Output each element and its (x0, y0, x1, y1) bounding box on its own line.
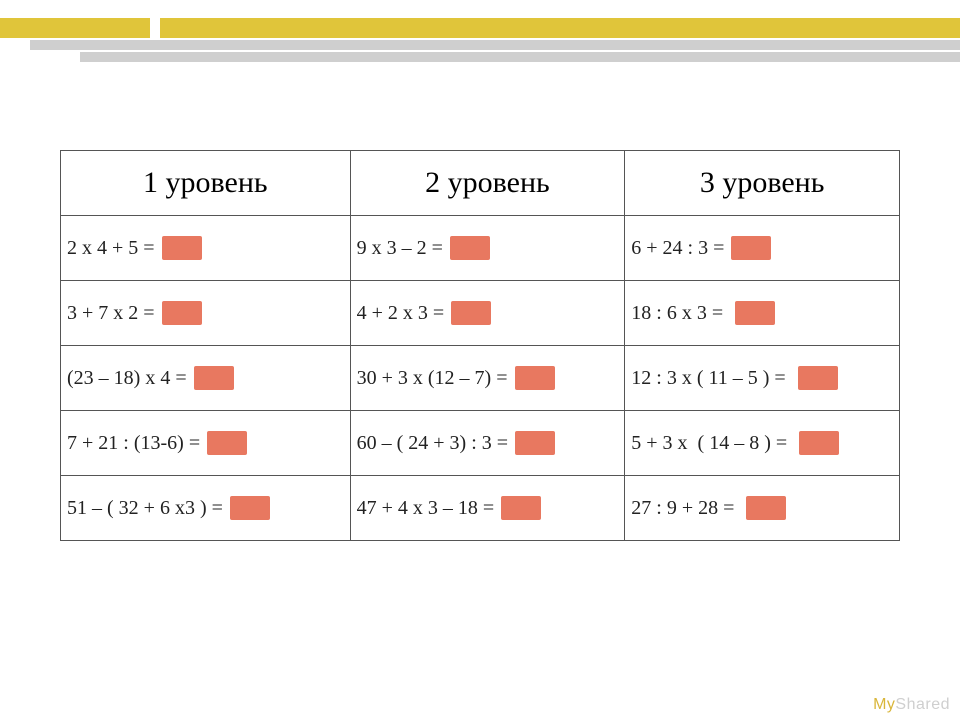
answer-cover (162, 301, 202, 325)
answer-cover (451, 301, 491, 325)
expression-text: 3 + 7 х 2 = (67, 302, 160, 325)
answer-cover (746, 496, 786, 520)
table-cell: 6 + 24 : 3 = (625, 216, 900, 281)
expression-text: (23 – 18) х 4 = (67, 367, 192, 390)
decor-gray-bar (80, 52, 960, 62)
table-cell: 2 х 4 + 5 = (61, 216, 351, 281)
answer-cover (230, 496, 270, 520)
expression-text: 51 – ( 32 + 6 х3 ) = (67, 497, 228, 520)
answer-cover (194, 366, 234, 390)
watermark: MyShared (873, 696, 950, 714)
watermark-rest: Shared (895, 696, 950, 713)
watermark-my: My (873, 696, 895, 713)
table-cell: 30 + 3 х (12 – 7) = (350, 346, 625, 411)
table-row: 2 х 4 + 5 = 9 х 3 – 2 = 6 + 24 : 3 = (61, 216, 900, 281)
answer-cover (515, 431, 555, 455)
table-cell: 7 + 21 : (13-6) = (61, 411, 351, 476)
decor-gray-bar (30, 40, 960, 50)
answer-cover (501, 496, 541, 520)
table-cell: 9 х 3 – 2 = (350, 216, 625, 281)
levels-table: 1 уровень 2 уровень 3 уровень 2 х 4 + 5 … (60, 150, 900, 541)
answer-cover (450, 236, 490, 260)
table-header-row: 1 уровень 2 уровень 3 уровень (61, 151, 900, 216)
expression-text: 9 х 3 – 2 = (357, 237, 448, 260)
expression-text: 12 : 3 х ( 11 – 5 ) = (631, 367, 795, 390)
expression-text: 5 + 3 х ( 14 – 8 ) = (631, 432, 797, 455)
table-cell: 3 + 7 х 2 = (61, 281, 351, 346)
answer-cover (731, 236, 771, 260)
expression-text: 6 + 24 : 3 = (631, 237, 729, 260)
table-row: 3 + 7 х 2 = 4 + 2 х 3 = 18 : 6 х 3 = (61, 281, 900, 346)
table-cell: 60 – ( 24 + 3) : 3 = (350, 411, 625, 476)
answer-cover (799, 431, 839, 455)
expression-text: 18 : 6 х 3 = (631, 302, 733, 325)
answer-cover (207, 431, 247, 455)
expression-text: 4 + 2 х 3 = (357, 302, 450, 325)
decor-yellow-bar (160, 18, 960, 38)
header-level-1: 1 уровень (61, 151, 351, 216)
header-level-2: 2 уровень (350, 151, 625, 216)
answer-cover (515, 366, 555, 390)
table-cell: 12 : 3 х ( 11 – 5 ) = (625, 346, 900, 411)
expression-text: 27 : 9 + 28 = (631, 497, 744, 520)
table-cell: 27 : 9 + 28 = (625, 476, 900, 541)
table-cell: 5 + 3 х ( 14 – 8 ) = (625, 411, 900, 476)
top-accent-decor (0, 0, 960, 80)
answer-cover (162, 236, 202, 260)
decor-yellow-bar (0, 18, 150, 38)
expression-text: 60 – ( 24 + 3) : 3 = (357, 432, 513, 455)
table-cell: 18 : 6 х 3 = (625, 281, 900, 346)
header-level-3: 3 уровень (625, 151, 900, 216)
expression-text: 7 + 21 : (13-6) = (67, 432, 205, 455)
expression-text: 30 + 3 х (12 – 7) = (357, 367, 513, 390)
table-row: 7 + 21 : (13-6) = 60 – ( 24 + 3) : 3 = 5… (61, 411, 900, 476)
expression-text: 47 + 4 х 3 – 18 = (357, 497, 500, 520)
table-row: (23 – 18) х 4 = 30 + 3 х (12 – 7) = 12 :… (61, 346, 900, 411)
answer-cover (735, 301, 775, 325)
table-cell: 4 + 2 х 3 = (350, 281, 625, 346)
table-row: 51 – ( 32 + 6 х3 ) = 47 + 4 х 3 – 18 = 2… (61, 476, 900, 541)
table-cell: (23 – 18) х 4 = (61, 346, 351, 411)
answer-cover (798, 366, 838, 390)
table-cell: 47 + 4 х 3 – 18 = (350, 476, 625, 541)
table-cell: 51 – ( 32 + 6 х3 ) = (61, 476, 351, 541)
expression-text: 2 х 4 + 5 = (67, 237, 160, 260)
